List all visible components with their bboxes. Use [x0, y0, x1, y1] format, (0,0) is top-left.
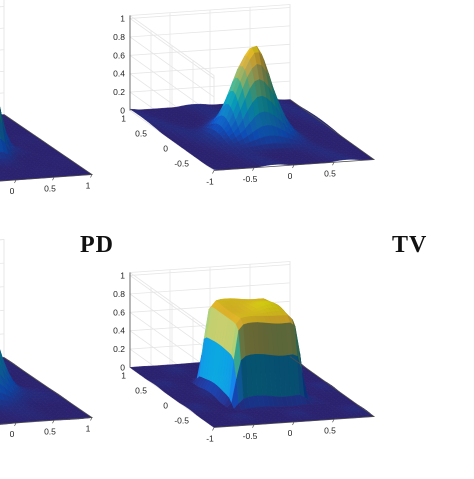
x-tick-label: 0.5	[44, 183, 56, 193]
surface-panel-1: -1-0.500.510-0.5-1	[0, 0, 92, 202]
z-tick-label: 0.4	[113, 69, 125, 79]
z-tick-label: 0	[120, 106, 125, 116]
x-tick-label: 0	[288, 171, 293, 181]
x-tick-label: 0.5	[44, 426, 56, 436]
z-tick-label: 1	[120, 14, 125, 24]
z-tick-label: 0.8	[113, 289, 125, 299]
z-tick-label: 1	[120, 271, 125, 281]
y-tick-label: -0.5	[174, 159, 189, 169]
surface-mesh	[0, 275, 92, 428]
x-tick-label: 0	[10, 429, 15, 439]
y-tick-label: 0.5	[135, 129, 147, 139]
grid-wall-0	[0, 240, 4, 369]
grid-wall-0	[0, 0, 4, 126]
z-tick-label: 0.2	[113, 344, 125, 354]
x-tick-label: -1	[206, 177, 214, 187]
x-tick-label: 0.5	[324, 425, 336, 435]
x-tick-label: 0	[10, 186, 15, 196]
x-tick-label: 1	[86, 181, 91, 191]
z-tick-label: 0.6	[113, 307, 125, 317]
surface-panel-3: -1-0.500.510-0.5	[0, 240, 92, 445]
x-tick-label: -1	[206, 434, 214, 444]
z-tick-label: 0.8	[113, 32, 125, 42]
z-tick-label: 0.6	[113, 50, 125, 60]
z-tick-label: 0.2	[113, 87, 125, 97]
x-tick-label: 0.5	[324, 168, 336, 178]
panel-title-tv: TV	[392, 232, 427, 259]
panel-title-pd: PD	[80, 232, 114, 259]
x-tick-label: 1	[86, 424, 91, 434]
y-tick-label: 0.5	[135, 386, 147, 396]
y-tick-label: -0.5	[174, 416, 189, 426]
x-tick-mark	[213, 428, 215, 431]
x-tick-label: -0.5	[243, 431, 258, 441]
z-tick-label: 0.4	[113, 326, 125, 336]
x-tick-label: -0.5	[243, 174, 258, 184]
z-tick-label: 0	[120, 363, 125, 373]
x-tick-mark	[213, 171, 215, 174]
y-tick-label: 0	[163, 401, 168, 411]
y-tick-label: 0	[163, 144, 168, 154]
x-tick-label: 0	[288, 428, 293, 438]
